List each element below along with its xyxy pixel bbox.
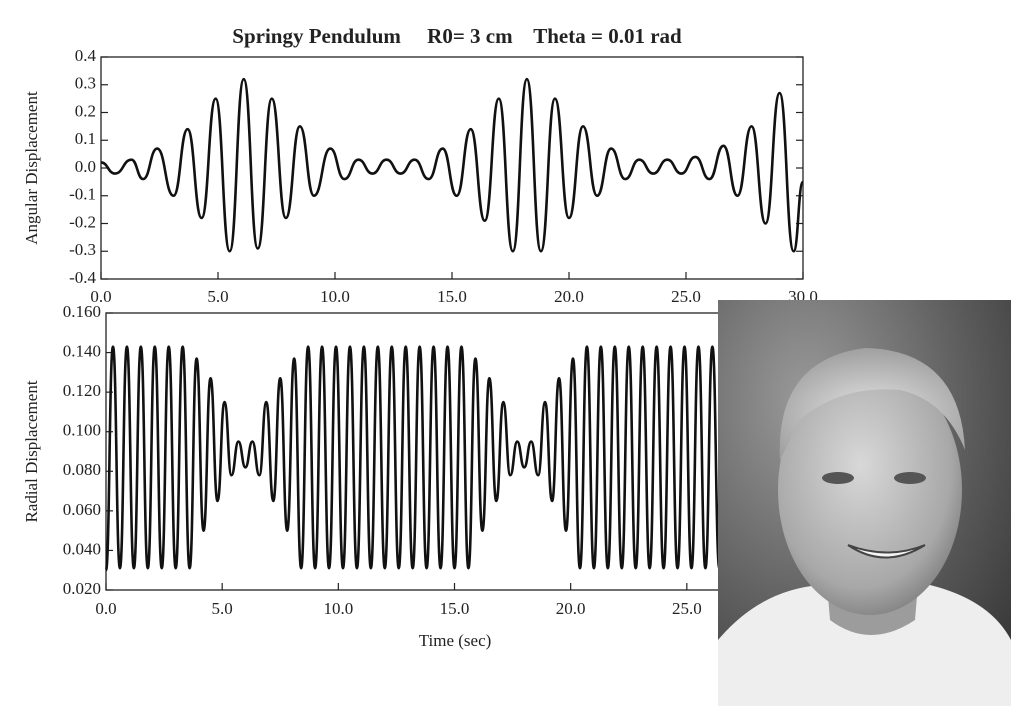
y-tick-label: -0.2 (69, 212, 96, 231)
x-tick-label: 5.0 (212, 599, 233, 618)
photo-eye (894, 472, 926, 484)
y-tick-label: 0.120 (63, 381, 101, 400)
y-axis-label: Radial Displacement (22, 380, 41, 522)
plot-frame (100, 56, 804, 280)
y-axis-label: Angular Displacement (22, 91, 41, 245)
y-tick-label: 0.3 (75, 74, 96, 93)
y-tick-label: 0.1 (75, 129, 96, 148)
photo-eye (822, 472, 854, 484)
y-tick-label: 0.080 (63, 460, 101, 479)
y-tick-label: -0.1 (69, 185, 96, 204)
plot-frame (105, 312, 804, 591)
x-tick-label: 5.0 (207, 287, 228, 306)
x-axis-label: Time (sec) (419, 631, 492, 650)
photo-smile (847, 544, 926, 559)
y-tick-label: 0.0 (75, 157, 96, 176)
y-tick-label: 0.160 (63, 302, 101, 321)
photo-hair (779, 348, 965, 460)
y-tick-label: -0.4 (69, 268, 96, 287)
y-tick-label: 0.4 (75, 46, 97, 65)
x-tick-label: 15.0 (440, 599, 470, 618)
photo-face (778, 365, 962, 615)
x-tick-label: 25.0 (672, 599, 702, 618)
x-tick-label: 0.0 (95, 599, 116, 618)
chart-title: Springy Pendulum R0= 3 cm Theta = 0.01 r… (232, 24, 682, 48)
photo-shirt (718, 585, 1011, 706)
y-tick-label: 0.2 (75, 101, 96, 120)
x-tick-label: 10.0 (320, 287, 350, 306)
x-tick-label: 0.0 (90, 287, 111, 306)
data-line (100, 77, 805, 253)
x-tick-label: 15.0 (437, 287, 467, 306)
x-tick-label: 10.0 (323, 599, 353, 618)
x-tick-label: 20.0 (556, 599, 586, 618)
y-tick-label: 0.140 (63, 341, 101, 360)
x-tick-label: 25.0 (671, 287, 701, 306)
y-tick-label: -0.3 (69, 240, 96, 259)
data-line (104, 345, 805, 572)
y-tick-label: 0.060 (63, 500, 101, 519)
x-tick-label: 20.0 (554, 287, 584, 306)
y-tick-label: 0.020 (63, 579, 101, 598)
y-tick-label: 0.040 (63, 539, 101, 558)
portrait-photo (718, 300, 1011, 706)
charts: Springy Pendulum R0= 3 cm Theta = 0.01 r… (22, 24, 818, 650)
y-tick-label: 0.100 (63, 421, 101, 440)
